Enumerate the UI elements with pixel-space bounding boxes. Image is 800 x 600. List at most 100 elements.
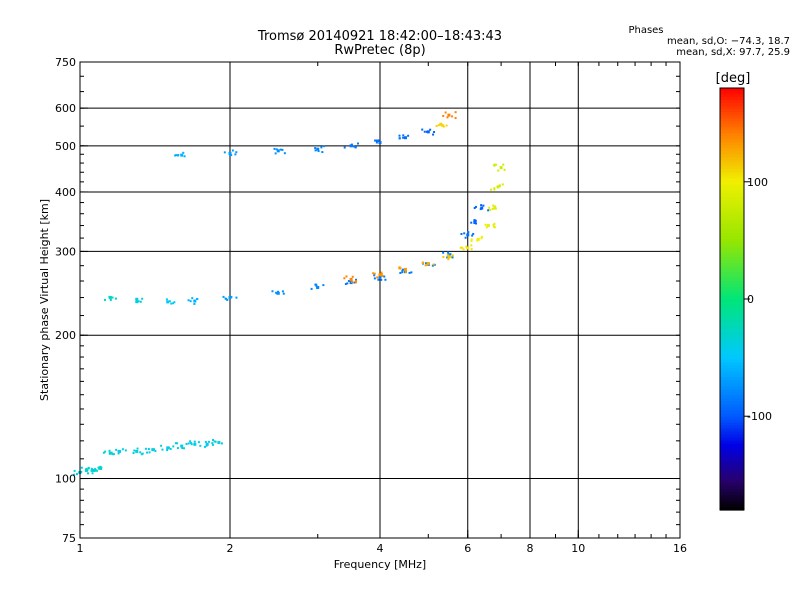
data-point-scatter: [380, 272, 383, 275]
data-point-scatter: [174, 154, 177, 157]
x-tick-label: 4: [377, 542, 384, 555]
colorbar-segment: [720, 166, 744, 170]
data-point-scatter: [166, 449, 169, 452]
colorbar-segment: [720, 169, 744, 173]
data-point-scatter: [421, 261, 424, 264]
data-point-scatter: [470, 240, 473, 243]
colorbar-segment: [720, 356, 744, 360]
colorbar-segment: [720, 127, 744, 131]
data-point-scatter: [173, 301, 176, 304]
data-point: [276, 291, 280, 295]
data-point-scatter: [114, 297, 117, 300]
data-point-scatter: [73, 469, 76, 472]
data-point: [496, 185, 500, 189]
data-point-scatter: [322, 284, 325, 287]
data-point-scatter: [133, 449, 136, 452]
data-point-scatter: [135, 299, 138, 302]
colorbar-segment: [720, 172, 744, 177]
data-point-scatter: [440, 124, 443, 127]
colorbar-segment: [720, 178, 744, 183]
data-point-scatter: [273, 147, 276, 150]
data-point: [486, 224, 490, 228]
data-point-scatter: [475, 222, 478, 225]
colorbar-tick-label: -100: [747, 410, 772, 423]
data-point-scatter: [481, 235, 484, 238]
colorbar-segment: [720, 106, 744, 110]
x-tick-label: 1: [77, 542, 84, 555]
data-point-scatter: [484, 223, 487, 226]
colorbar-segment: [720, 124, 744, 128]
data-point-scatter: [185, 442, 188, 445]
data-point-scatter: [153, 448, 156, 451]
data-point-scatter: [345, 275, 348, 278]
data-point-scatter: [373, 277, 376, 280]
colorbar-segment: [720, 202, 744, 207]
data-point: [349, 277, 353, 281]
data-point-scatter: [471, 234, 474, 237]
colorbar-segment: [720, 422, 744, 427]
data-point-scatter: [473, 206, 476, 209]
colorbar-segment: [720, 305, 744, 309]
data-point-scatter: [136, 301, 139, 304]
data-point-scatter: [442, 114, 445, 117]
colorbar-segment: [720, 232, 744, 237]
data-point-scatter: [282, 292, 285, 295]
x-tick-label: 6: [464, 542, 471, 555]
data-point-scatter: [226, 298, 229, 301]
colorbar-segment: [720, 148, 744, 152]
data-point-scatter: [343, 277, 346, 280]
data-point-scatter: [493, 225, 496, 228]
colorbar-segment: [720, 292, 744, 297]
data-point-scatter: [167, 446, 170, 449]
data-point-scatter: [492, 224, 495, 227]
data-point: [228, 151, 232, 155]
colorbar-segment: [720, 500, 744, 505]
data-point-scatter: [137, 300, 140, 303]
data-point-scatter: [222, 295, 225, 298]
y-tick-label: 500: [55, 140, 76, 153]
data-point-scatter: [497, 169, 500, 172]
colorbar-segment: [720, 482, 744, 487]
data-point-scatter: [489, 208, 492, 211]
x-tick-label: 8: [527, 542, 534, 555]
data-point-scatter: [433, 131, 436, 134]
data-point-scatter: [410, 271, 413, 274]
data-point-scatter: [95, 469, 98, 472]
colorbar-segment: [720, 464, 744, 469]
data-point-scatter: [80, 470, 83, 473]
data-point-scatter: [493, 222, 496, 225]
data-point-scatter: [399, 267, 402, 270]
data-point-scatter: [491, 207, 494, 210]
data-point-scatter: [182, 447, 185, 450]
data-point-scatter: [404, 268, 407, 271]
data-point-scatter: [383, 275, 386, 278]
data-point-scatter: [473, 220, 476, 223]
data-point: [466, 246, 470, 250]
data-point: [91, 468, 95, 472]
colorbar-segment: [720, 398, 744, 403]
colorbar-segment: [720, 244, 744, 249]
data-point-scatter: [474, 205, 477, 208]
data-point-scatter: [229, 153, 232, 156]
series-group: [73, 438, 223, 476]
data-point-scatter: [235, 151, 238, 154]
colorbar-segment: [720, 205, 744, 210]
colorbar-segment: [720, 88, 744, 92]
data-point-scatter: [354, 146, 357, 149]
data-point-scatter: [401, 268, 404, 271]
colorbar-segment: [720, 359, 744, 363]
data-point-scatter: [351, 280, 354, 283]
data-point-scatter: [446, 254, 449, 257]
data-point-scatter: [225, 297, 228, 300]
data-point-scatter: [85, 467, 88, 470]
data-point-scatter: [139, 300, 142, 303]
data-point-scatter: [490, 188, 493, 191]
colorbar-segment: [720, 392, 744, 397]
data-point-scatter: [344, 282, 347, 285]
data-point-scatter: [424, 262, 427, 265]
colorbar-label: [deg]: [716, 71, 751, 86]
colorbar-segment: [720, 401, 744, 406]
data-point-scatter: [274, 152, 277, 155]
data-point: [193, 299, 197, 303]
